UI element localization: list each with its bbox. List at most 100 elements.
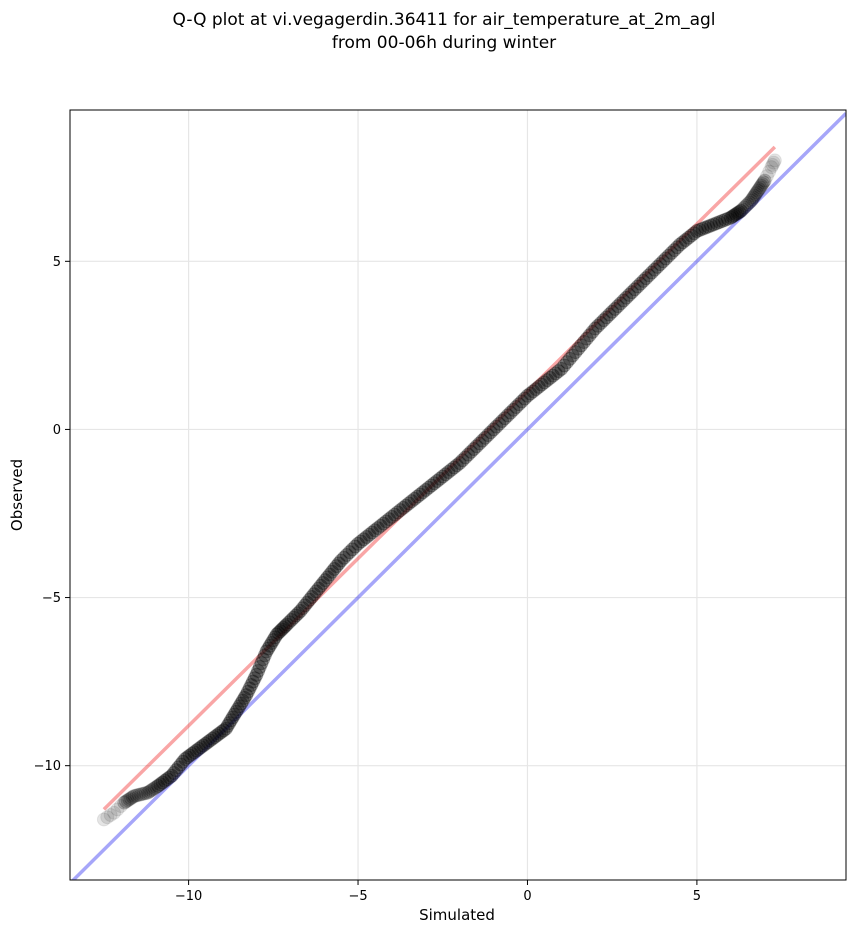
- qq-point: [585, 324, 600, 339]
- qq-point: [766, 155, 781, 170]
- qq-point: [591, 318, 606, 333]
- qq-point: [534, 377, 549, 392]
- qq-point: [138, 786, 153, 801]
- qq-point: [452, 456, 467, 471]
- qq-point: [230, 702, 245, 717]
- qq-point: [514, 394, 529, 409]
- qq-point: [684, 228, 699, 243]
- qq-point: [266, 633, 281, 648]
- qq-point: [486, 422, 501, 437]
- qq-point: [551, 364, 566, 379]
- qq-point: [232, 699, 247, 714]
- qq-point: [739, 198, 754, 213]
- qq-point: [269, 627, 284, 642]
- identity-line: [70, 112, 846, 880]
- qq-point: [444, 462, 459, 477]
- qq-point: [596, 313, 611, 328]
- y-tick-label: 0: [53, 423, 61, 438]
- qq-point: [672, 237, 687, 252]
- qq-point: [200, 735, 215, 750]
- qq-point: [742, 195, 757, 210]
- qq-point: [455, 453, 470, 468]
- qq-point: [749, 185, 764, 200]
- qq-point: [435, 469, 450, 484]
- qq-point: [182, 748, 197, 763]
- qq-point: [588, 321, 603, 336]
- qq-point: [744, 193, 759, 208]
- qq-point: [732, 204, 747, 219]
- qq-point: [262, 638, 277, 653]
- qq-point: [574, 338, 589, 353]
- qq-point: [220, 718, 235, 733]
- qq-point: [461, 447, 476, 462]
- x-tick-label: −5: [348, 889, 367, 904]
- qq-point: [579, 331, 594, 346]
- qq-point: [399, 498, 414, 513]
- y-tick-label: −5: [42, 591, 61, 606]
- qq-point: [249, 667, 264, 682]
- qq-point: [608, 301, 623, 316]
- qq-point: [203, 733, 218, 748]
- qq-point: [384, 509, 399, 524]
- qq-point: [359, 530, 374, 545]
- qq-point: [523, 386, 538, 401]
- qq-point: [576, 335, 591, 350]
- qq-point: [273, 624, 288, 639]
- qq-point: [458, 450, 473, 465]
- qq-point: [624, 285, 639, 300]
- qq-point: [162, 770, 177, 785]
- qq-point: [720, 211, 735, 226]
- qq-point: [613, 296, 628, 311]
- qq-point: [351, 536, 366, 551]
- qq-point: [325, 564, 340, 579]
- qq-point: [545, 368, 560, 383]
- qq-point: [302, 592, 317, 607]
- qq-point: [764, 160, 779, 175]
- qq-point: [345, 542, 360, 557]
- qq-point: [750, 183, 765, 198]
- qq-point: [286, 610, 301, 625]
- qq-point: [630, 279, 645, 294]
- qq-point: [153, 777, 168, 792]
- qq-point: [171, 760, 186, 775]
- qq-point: [125, 790, 140, 805]
- qq-point: [103, 807, 118, 822]
- qq-point: [599, 310, 614, 325]
- qq-point: [745, 192, 760, 207]
- qq-point: [216, 723, 231, 738]
- qq-point: [173, 757, 188, 772]
- qq-point: [503, 405, 518, 420]
- qq-point: [667, 243, 682, 258]
- qq-point: [582, 328, 597, 343]
- qq-point: [336, 550, 351, 565]
- qq-point: [466, 442, 481, 457]
- qq-point: [410, 489, 425, 504]
- qq-point: [757, 173, 772, 188]
- qq-point: [304, 589, 319, 604]
- qq-point: [438, 467, 453, 482]
- qq-point: [297, 598, 312, 613]
- qq-point: [144, 783, 159, 798]
- x-tick-label: 0: [523, 889, 531, 904]
- qq-point: [447, 460, 462, 475]
- qq-point: [520, 388, 535, 403]
- qq-point: [134, 787, 149, 802]
- qq-point: [198, 736, 213, 751]
- qq-point: [728, 207, 743, 222]
- qq-point: [227, 707, 242, 722]
- qq-point: [698, 220, 713, 235]
- qq-point: [279, 617, 294, 632]
- qq-point: [254, 656, 269, 671]
- qq-point: [382, 512, 397, 527]
- qq-point: [644, 265, 659, 280]
- qq-point: [293, 604, 308, 619]
- qq-point: [627, 282, 642, 297]
- qq-point: [240, 684, 255, 699]
- qq-point: [334, 553, 349, 568]
- qq-point: [169, 763, 184, 778]
- qq-point: [229, 704, 244, 719]
- plot-frame: [69, 109, 847, 881]
- x-tick-label: −10: [175, 889, 202, 904]
- qq-point: [709, 216, 724, 231]
- qq-point: [755, 176, 770, 191]
